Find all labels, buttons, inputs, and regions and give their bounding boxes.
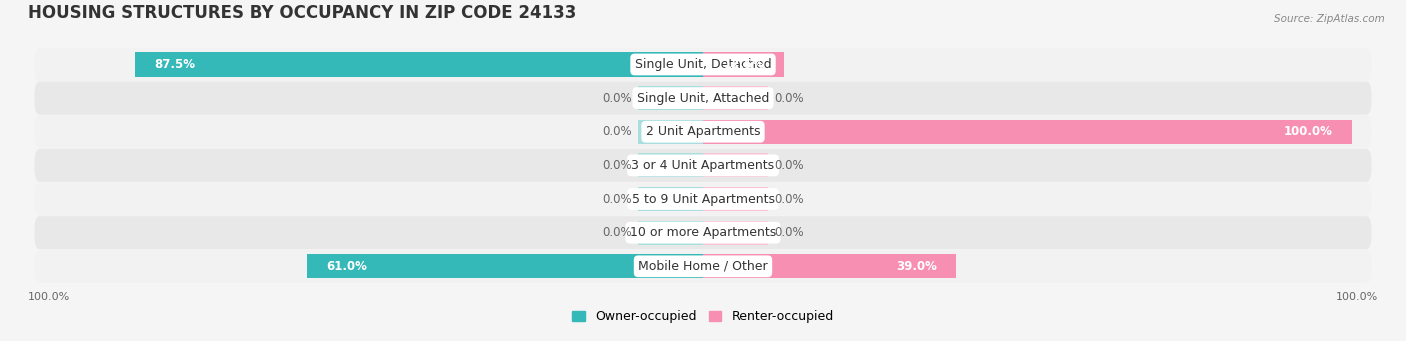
Bar (703, 53, 785, 77)
Bar (135, 53, 703, 77)
FancyBboxPatch shape (35, 182, 1371, 216)
FancyBboxPatch shape (35, 149, 1371, 182)
Bar (703, 120, 1353, 144)
Text: 100.0%: 100.0% (1284, 125, 1333, 138)
Text: Mobile Home / Other: Mobile Home / Other (638, 260, 768, 273)
Text: 0.0%: 0.0% (602, 125, 631, 138)
Text: 2 Unit Apartments: 2 Unit Apartments (645, 125, 761, 138)
Text: 100.0%: 100.0% (28, 292, 70, 301)
Text: 12.5%: 12.5% (724, 58, 765, 71)
FancyBboxPatch shape (35, 115, 1371, 148)
Text: 0.0%: 0.0% (602, 92, 631, 105)
Bar (638, 221, 703, 245)
Text: 0.0%: 0.0% (775, 159, 804, 172)
Bar (703, 153, 768, 178)
Bar (638, 187, 703, 211)
Text: 87.5%: 87.5% (155, 58, 195, 71)
Text: 39.0%: 39.0% (896, 260, 936, 273)
FancyBboxPatch shape (35, 250, 1371, 283)
Bar (703, 254, 956, 278)
Text: 3 or 4 Unit Apartments: 3 or 4 Unit Apartments (631, 159, 775, 172)
Bar (703, 86, 768, 110)
Text: 0.0%: 0.0% (775, 193, 804, 206)
Bar (703, 187, 768, 211)
Text: 5 to 9 Unit Apartments: 5 to 9 Unit Apartments (631, 193, 775, 206)
Bar (638, 86, 703, 110)
Text: Single Unit, Attached: Single Unit, Attached (637, 92, 769, 105)
Text: 100.0%: 100.0% (1336, 292, 1378, 301)
Bar (638, 120, 703, 144)
Text: 10 or more Apartments: 10 or more Apartments (630, 226, 776, 239)
Text: 0.0%: 0.0% (602, 159, 631, 172)
Bar (638, 153, 703, 178)
Bar (703, 221, 768, 245)
Text: 0.0%: 0.0% (775, 226, 804, 239)
FancyBboxPatch shape (35, 48, 1371, 81)
Text: HOUSING STRUCTURES BY OCCUPANCY IN ZIP CODE 24133: HOUSING STRUCTURES BY OCCUPANCY IN ZIP C… (28, 4, 576, 23)
Text: 61.0%: 61.0% (326, 260, 367, 273)
Legend: Owner-occupied, Renter-occupied: Owner-occupied, Renter-occupied (568, 306, 838, 328)
Text: 0.0%: 0.0% (602, 193, 631, 206)
FancyBboxPatch shape (35, 81, 1371, 115)
Text: 0.0%: 0.0% (602, 226, 631, 239)
FancyBboxPatch shape (35, 216, 1371, 249)
Bar (307, 254, 703, 278)
Text: 0.0%: 0.0% (775, 92, 804, 105)
Text: Single Unit, Detached: Single Unit, Detached (634, 58, 772, 71)
Text: Source: ZipAtlas.com: Source: ZipAtlas.com (1274, 14, 1385, 24)
